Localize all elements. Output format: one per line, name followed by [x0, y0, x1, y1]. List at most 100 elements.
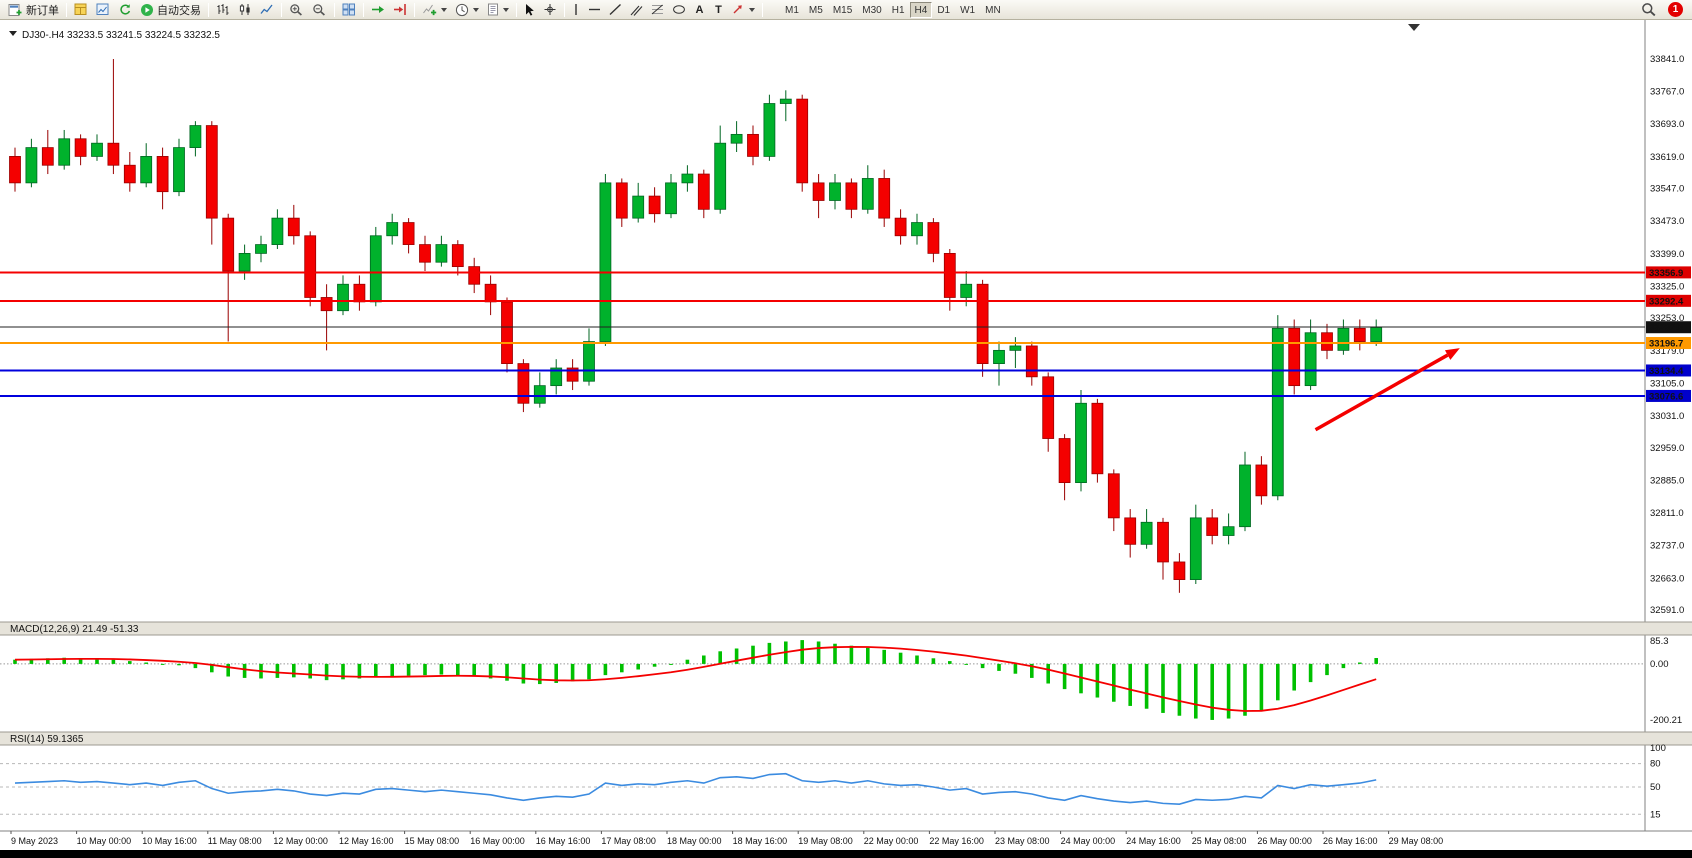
rsi-panel-divider[interactable] — [0, 732, 1692, 745]
candlestick-chart-button[interactable] — [234, 1, 256, 19]
macd-histogram-bar — [488, 663, 493, 679]
text-label-button[interactable]: T — [709, 1, 728, 19]
chart-shift-marker[interactable] — [1408, 24, 1420, 31]
price-tick-label: 33547.0 — [1650, 184, 1684, 195]
timeframe-mn-button[interactable]: MN — [985, 4, 1001, 16]
time-label: 11 May 08:00 — [208, 836, 262, 846]
new-order-button[interactable]: 新订单 — [4, 1, 63, 19]
shapes-icon — [672, 3, 686, 16]
candle-body — [681, 173, 694, 184]
templates-button[interactable] — [483, 1, 513, 19]
charts-window-button[interactable] — [70, 1, 92, 19]
candle-body — [911, 222, 923, 237]
candle-body — [435, 244, 448, 263]
rsi-scale-label: 15 — [1650, 809, 1661, 820]
candle-body — [845, 182, 858, 210]
candle-body — [861, 178, 874, 210]
timeframe-m15-button[interactable]: M15 — [832, 4, 853, 16]
toolbar-separator — [363, 2, 364, 17]
equidistant-channel-button[interactable] — [626, 1, 647, 19]
periods-button[interactable] — [451, 1, 483, 19]
chart-shift-button[interactable] — [389, 1, 411, 19]
candle-body — [1222, 526, 1235, 536]
macd-histogram-bar — [62, 657, 66, 664]
macd-histogram-bar — [193, 663, 198, 669]
candle-body — [1058, 438, 1071, 484]
arrows-button[interactable] — [728, 1, 759, 19]
indicators-button[interactable] — [418, 1, 451, 19]
timeframe-m30-button[interactable]: M30 — [862, 4, 882, 16]
timeframe-h1-button[interactable]: H1 — [891, 4, 905, 16]
price-tick-label: 33179.0 — [1650, 346, 1684, 357]
fibonacci-button[interactable] — [647, 1, 668, 19]
candle-body — [1321, 332, 1333, 351]
candle-body — [927, 222, 940, 254]
macd-histogram-bar — [882, 649, 886, 664]
timeframe-m5-button[interactable]: M5 — [808, 4, 823, 16]
price-tick-label: 32663.0 — [1650, 573, 1684, 584]
text-button[interactable]: A — [690, 1, 709, 19]
auto-scroll-button[interactable] — [367, 1, 389, 19]
macd-histogram-bar — [1112, 663, 1116, 702]
candle-body — [468, 266, 481, 285]
time-label: 18 May 16:00 — [733, 836, 788, 846]
candle-body — [451, 244, 464, 268]
macd-histogram-bar — [324, 663, 329, 681]
autotrading-button[interactable]: 自动交易 — [136, 1, 205, 19]
tile-windows-button[interactable] — [338, 1, 360, 19]
candle-body — [1370, 327, 1383, 342]
time-label: 17 May 08:00 — [601, 836, 656, 846]
price-level-label-box — [1646, 321, 1691, 334]
zoom-out-button[interactable] — [308, 1, 331, 19]
macd-histogram-bar — [734, 648, 739, 664]
line-chart-button[interactable] — [256, 1, 278, 19]
candle-body — [976, 283, 989, 364]
candle-body — [1304, 332, 1317, 387]
candle-body — [1107, 473, 1120, 519]
candle-body — [1337, 327, 1350, 351]
macd-histogram-bar — [226, 663, 230, 677]
candle-body — [1255, 464, 1268, 497]
macd-histogram-bar — [144, 662, 148, 664]
zoom-in-button[interactable] — [285, 1, 308, 19]
horizontal-line-button[interactable] — [584, 1, 605, 19]
time-label: 22 May 16:00 — [929, 836, 984, 846]
crosshair-button[interactable] — [539, 1, 561, 19]
price-level-label-box — [1646, 294, 1691, 307]
market-watch-button[interactable] — [92, 1, 114, 19]
bar-chart-button[interactable] — [212, 1, 234, 19]
macd-panel-divider[interactable] — [0, 622, 1692, 635]
bottom-bar — [0, 850, 1692, 858]
chart-collapse-icon[interactable] — [9, 31, 17, 36]
shapes-button[interactable] — [668, 1, 690, 19]
macd-histogram-bar — [964, 663, 968, 665]
candle-body — [369, 235, 382, 303]
timeframe-w1-button[interactable]: W1 — [960, 4, 976, 16]
macd-signal-line — [14, 645, 1377, 712]
trendline-button[interactable] — [605, 1, 626, 19]
timeframe-h4-button[interactable]: H4 — [909, 1, 933, 18]
macd-histogram-bar — [29, 658, 34, 664]
candle-body — [25, 147, 38, 184]
candle-body — [730, 133, 743, 144]
timeframe-d1-button[interactable]: D1 — [937, 4, 951, 16]
price-level-label: 33134.4 — [1649, 366, 1684, 377]
notification-badge[interactable]: 1 — [1668, 2, 1683, 17]
price-level-label: 33196.7 — [1649, 339, 1683, 350]
macd-histogram-bar — [1046, 663, 1050, 684]
trend-arrow[interactable] — [1314, 353, 1449, 432]
candle-body — [1288, 327, 1301, 387]
price-tick-label: 33473.0 — [1650, 216, 1684, 227]
vertical-line-button[interactable] — [568, 1, 584, 19]
tiles-icon — [342, 3, 356, 16]
cursor-button[interactable] — [520, 1, 539, 19]
toolbar-separator — [564, 2, 565, 17]
refresh-button[interactable] — [114, 1, 136, 19]
time-label: 24 May 16:00 — [1126, 836, 1181, 846]
time-label: 10 May 16:00 — [142, 836, 197, 846]
timeframe-m1-button[interactable]: M1 — [785, 4, 799, 16]
price-tick-label: 32959.0 — [1650, 443, 1684, 454]
search-button[interactable] — [1637, 1, 1661, 19]
macd-histogram-bar — [702, 655, 706, 664]
